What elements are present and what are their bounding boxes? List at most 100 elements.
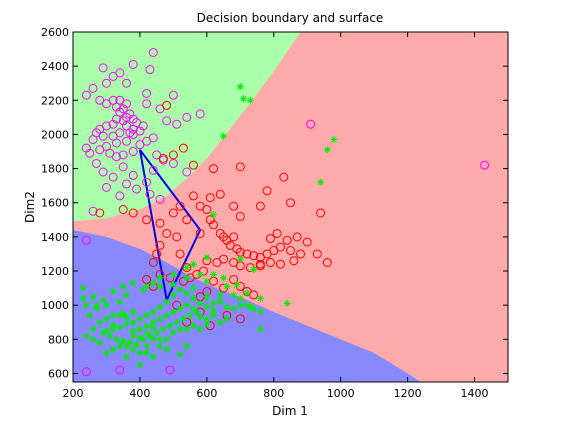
data-point-circle <box>229 275 239 285</box>
data-point-star <box>216 318 224 326</box>
data-point-circle <box>249 290 259 300</box>
data-point-circle <box>245 263 255 273</box>
data-point-star <box>119 282 127 290</box>
data-point-star <box>189 284 197 292</box>
data-point-circle <box>249 251 259 261</box>
data-point-star <box>153 328 161 336</box>
data-point-circle <box>112 152 121 162</box>
data-point-circle <box>155 240 165 250</box>
data-point-star <box>317 178 325 186</box>
data-point-star <box>116 298 124 306</box>
data-point-circle <box>108 172 118 182</box>
data-point-circle <box>188 191 198 201</box>
data-point-circle <box>229 201 239 211</box>
data-point-star <box>250 265 258 273</box>
chart-title: Decision boundary and surface <box>197 11 384 25</box>
data-point-circle <box>292 232 302 242</box>
data-point-star <box>143 342 151 350</box>
data-point-star <box>203 320 211 328</box>
data-point-circle <box>188 160 198 170</box>
data-point-circle <box>148 47 158 57</box>
data-point-star <box>123 352 131 360</box>
data-point-star <box>210 311 218 319</box>
data-point-circle <box>322 257 332 267</box>
data-point-star <box>173 318 181 326</box>
data-point-star <box>210 211 218 219</box>
data-point-circle <box>162 100 172 110</box>
data-point-star <box>123 313 131 321</box>
data-point-circle <box>195 228 205 238</box>
data-point-star <box>196 325 204 333</box>
data-point-star <box>143 282 151 290</box>
data-point-star <box>156 342 164 350</box>
data-point-star <box>193 308 201 316</box>
data-point-circle <box>172 300 182 310</box>
data-point-star <box>149 352 157 360</box>
data-point-star <box>163 311 171 319</box>
data-point-circle <box>155 218 165 228</box>
data-point-circle <box>235 162 245 172</box>
data-point-star <box>179 315 187 323</box>
data-point-circle <box>98 167 108 177</box>
data-point-star <box>82 301 90 309</box>
data-point-star <box>203 315 211 323</box>
data-point-star <box>183 301 191 309</box>
y-axis-ticks: 600 800 1000 1200 1400 1600 1800 2000 2200 2400 26… <box>41 26 508 380</box>
data-point-circle <box>229 232 239 242</box>
data-point-circle <box>118 104 128 114</box>
data-point-circle <box>235 281 245 291</box>
data-point-star <box>176 305 184 313</box>
y-tick-label: 600 <box>48 367 69 380</box>
data-point-circle <box>112 138 121 148</box>
data-point-star <box>89 335 97 343</box>
data-point-star <box>163 298 171 306</box>
data-point-star <box>166 322 174 330</box>
data-point-circle <box>122 112 132 122</box>
data-point-star <box>169 281 177 289</box>
data-point-circle <box>142 215 152 225</box>
data-point-circle <box>118 150 128 160</box>
x-tick-label: 1200 <box>394 387 422 400</box>
data-point-circle <box>132 117 142 127</box>
data-point-star <box>256 325 264 333</box>
data-point-star <box>102 315 110 323</box>
data-point-circle <box>312 249 322 259</box>
data-point-star <box>129 332 137 340</box>
x-axis-ticks: 200 400 600 800 1000 1200 1400 <box>63 32 489 400</box>
data-points <box>79 47 490 377</box>
data-point-circle <box>205 215 215 225</box>
data-point-star <box>92 301 100 309</box>
data-point-circle <box>165 273 175 283</box>
data-point-circle <box>255 201 265 211</box>
data-point-circle <box>128 208 138 218</box>
y-tick-label: 800 <box>48 333 69 346</box>
data-point-star <box>189 260 197 268</box>
data-point-circle <box>118 205 128 215</box>
data-point-circle <box>158 153 168 163</box>
data-point-circle <box>168 150 178 160</box>
data-point-star <box>89 293 97 301</box>
data-point-star <box>102 301 110 309</box>
data-point-circle <box>142 88 152 98</box>
y-axis-label: Dim2 <box>23 191 37 223</box>
data-point-star <box>143 311 151 319</box>
data-point-star <box>189 305 197 313</box>
data-point-circle <box>215 228 225 238</box>
data-point-circle <box>81 367 91 377</box>
data-point-circle <box>172 232 182 242</box>
data-point-star <box>176 351 184 359</box>
data-point-star <box>143 322 151 330</box>
data-point-star <box>136 349 144 357</box>
data-point-circle <box>316 208 326 218</box>
data-point-star <box>146 332 154 340</box>
data-point-circle <box>172 119 182 129</box>
data-point-star <box>116 311 124 319</box>
data-point-star <box>143 328 151 336</box>
data-point-circle <box>122 78 132 88</box>
y-tick-label: 2400 <box>41 60 69 73</box>
data-point-star <box>203 277 211 285</box>
data-point-circle <box>115 191 125 201</box>
data-point-circle <box>168 90 178 100</box>
data-point-circle <box>235 211 245 221</box>
data-point-star <box>163 346 171 354</box>
